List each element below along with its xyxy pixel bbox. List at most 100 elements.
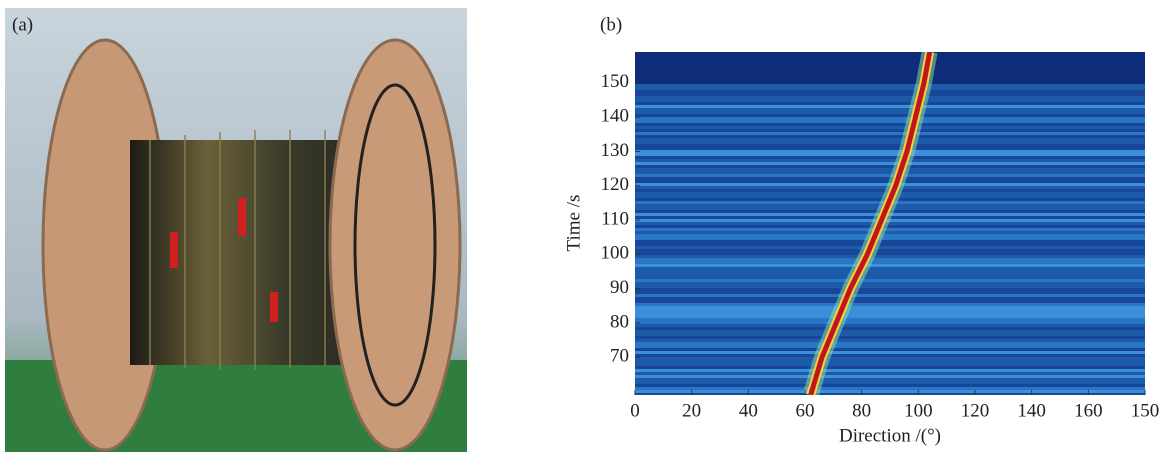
heatmap-stripe: [635, 384, 1145, 387]
heatmap-stripe: [635, 231, 1145, 234]
heatmap-stripe: [635, 279, 1145, 282]
heatmap-stripe: [635, 234, 1145, 237]
heatmap-stripe: [635, 285, 1145, 288]
heatmap-stripe: [635, 369, 1145, 372]
heatmap-stripe: [635, 117, 1145, 120]
photo: [5, 8, 467, 452]
heatmap-stripe: [635, 141, 1145, 144]
heatmap-stripe: [635, 99, 1145, 102]
heatmap-stripe: [635, 318, 1145, 321]
y-tick-label: 100: [601, 243, 630, 264]
heatmap-stripe: [635, 168, 1145, 171]
heatmap-stripe: [635, 306, 1145, 309]
heatmap-stripe: [635, 147, 1145, 150]
x-tick-label: 100: [904, 400, 933, 421]
heatmap-stripe: [635, 309, 1145, 312]
heatmap-stripe: [635, 165, 1145, 168]
x-tick-label: 120: [961, 400, 990, 421]
heatmap-stripe: [635, 243, 1145, 246]
heatmap-stripe: [635, 126, 1145, 129]
heatmap-stripe: [635, 339, 1145, 342]
heatmap-stripe: [635, 297, 1145, 300]
heatmap-stripe: [635, 303, 1145, 306]
heatmap-stripe: [635, 348, 1145, 351]
heatmap-stripe: [635, 96, 1145, 99]
y-tick-label: 150: [601, 71, 630, 92]
heatmap-stripe: [635, 273, 1145, 276]
y-tick-label: 120: [601, 174, 630, 195]
heatmap-stripe: [635, 249, 1145, 252]
panel-label: (b): [600, 14, 622, 35]
heatmap-stripe: [635, 324, 1145, 327]
heatmap-stripe: [635, 87, 1145, 90]
heatmap-stripe: [635, 291, 1145, 294]
heatmap-stripe: [635, 162, 1145, 165]
heatmap-stripe: [635, 342, 1145, 345]
heatmap-stripe: [635, 366, 1145, 369]
heatmap-stripe: [635, 258, 1145, 261]
heatmap-stripe: [635, 354, 1145, 357]
heatmap-stripe: [635, 171, 1145, 174]
heatmap-stripe: [635, 345, 1145, 348]
heatmap-stripe: [635, 132, 1145, 135]
heatmap-stripe: [635, 240, 1145, 243]
x-tick-label: 60: [796, 400, 815, 421]
y-tick-label: 130: [601, 140, 630, 161]
y-axis-title: Time /s: [563, 195, 584, 252]
heatmap-stripe: [635, 276, 1145, 279]
heatmap-stripe: [635, 264, 1145, 267]
figure: (a) (b) 0 20 40 60 80 100 120 140 160 150 70 80 90 10…: [0, 0, 1175, 459]
y-tick-label: 90: [610, 277, 629, 298]
x-tick-label: 20: [682, 400, 701, 421]
y-tick-label: 140: [601, 106, 630, 127]
heatmap-stripe: [635, 252, 1145, 255]
heatmap-stripe: [635, 333, 1145, 336]
heatmap-stripe: [635, 330, 1145, 333]
y-tick-label: 70: [610, 346, 629, 367]
heatmap-stripe: [635, 372, 1145, 375]
heatmap-stripe: [635, 222, 1145, 225]
heatmap-stripe: [635, 156, 1145, 159]
heatmap-stripe: [635, 84, 1145, 87]
heatmap-stripe: [635, 108, 1145, 111]
x-tick-label: 140: [1017, 400, 1046, 421]
heatmap-stripe: [635, 129, 1145, 132]
heatmap-stripe: [635, 228, 1145, 231]
heatmap-stripe: [635, 282, 1145, 285]
heatmap-stripe: [635, 261, 1145, 264]
heatmap-stripe: [635, 390, 1145, 393]
heatmap-stripe: [635, 255, 1145, 258]
y-tick-label: 110: [601, 208, 629, 229]
heatmap-stripe: [635, 363, 1145, 366]
heatmap-stripe: [635, 102, 1145, 105]
heatmap-stripe: [635, 114, 1145, 117]
heatmap-stripe: [635, 123, 1145, 126]
heatmap-stripe: [635, 270, 1145, 273]
heatmap-background: [635, 52, 1145, 396]
x-tick-label: 160: [1074, 400, 1103, 421]
heatmap-stripe: [635, 246, 1145, 249]
heatmap-stripe: [635, 300, 1145, 303]
heatmap-stripe: [635, 315, 1145, 318]
heatmap-stripe: [635, 159, 1145, 162]
heatmap-stripe: [635, 294, 1145, 297]
x-tick-label: 40: [739, 400, 758, 421]
heatmap-stripe: [635, 312, 1145, 315]
heatmap-stripe: [635, 351, 1145, 354]
heatmap-stripe: [635, 267, 1145, 270]
panel-label: (a): [12, 14, 33, 35]
y-tick-label: 80: [610, 311, 629, 332]
x-tick-label: 80: [852, 400, 871, 421]
heatmap-stripe: [635, 336, 1145, 339]
heatmap-stripe: [635, 105, 1145, 108]
heatmap-stripe: [635, 381, 1145, 384]
x-tick-label: 0: [630, 400, 640, 421]
heatmap-stripe: [635, 174, 1145, 177]
x-axis-title: Direction /(°): [839, 425, 941, 446]
heatmap-stripe: [635, 393, 1145, 396]
heatmap-stripe: [635, 111, 1145, 114]
heatmap-stripe: [635, 357, 1145, 360]
heatmap-stripe: [635, 135, 1145, 138]
heatmap-stripe: [635, 387, 1145, 390]
x-tick-label: 150: [1131, 400, 1160, 421]
